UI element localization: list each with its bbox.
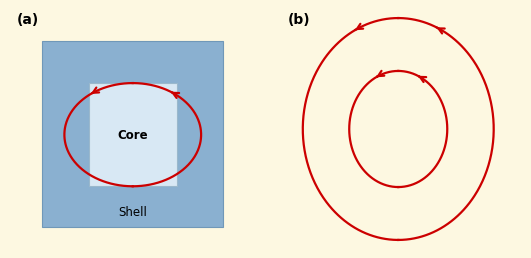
Text: (b): (b): [287, 13, 310, 27]
Bar: [89, 83, 177, 186]
Bar: [42, 41, 223, 227]
Text: Shell: Shell: [118, 206, 147, 219]
Text: (a): (a): [16, 13, 39, 27]
Text: Core: Core: [117, 129, 148, 142]
